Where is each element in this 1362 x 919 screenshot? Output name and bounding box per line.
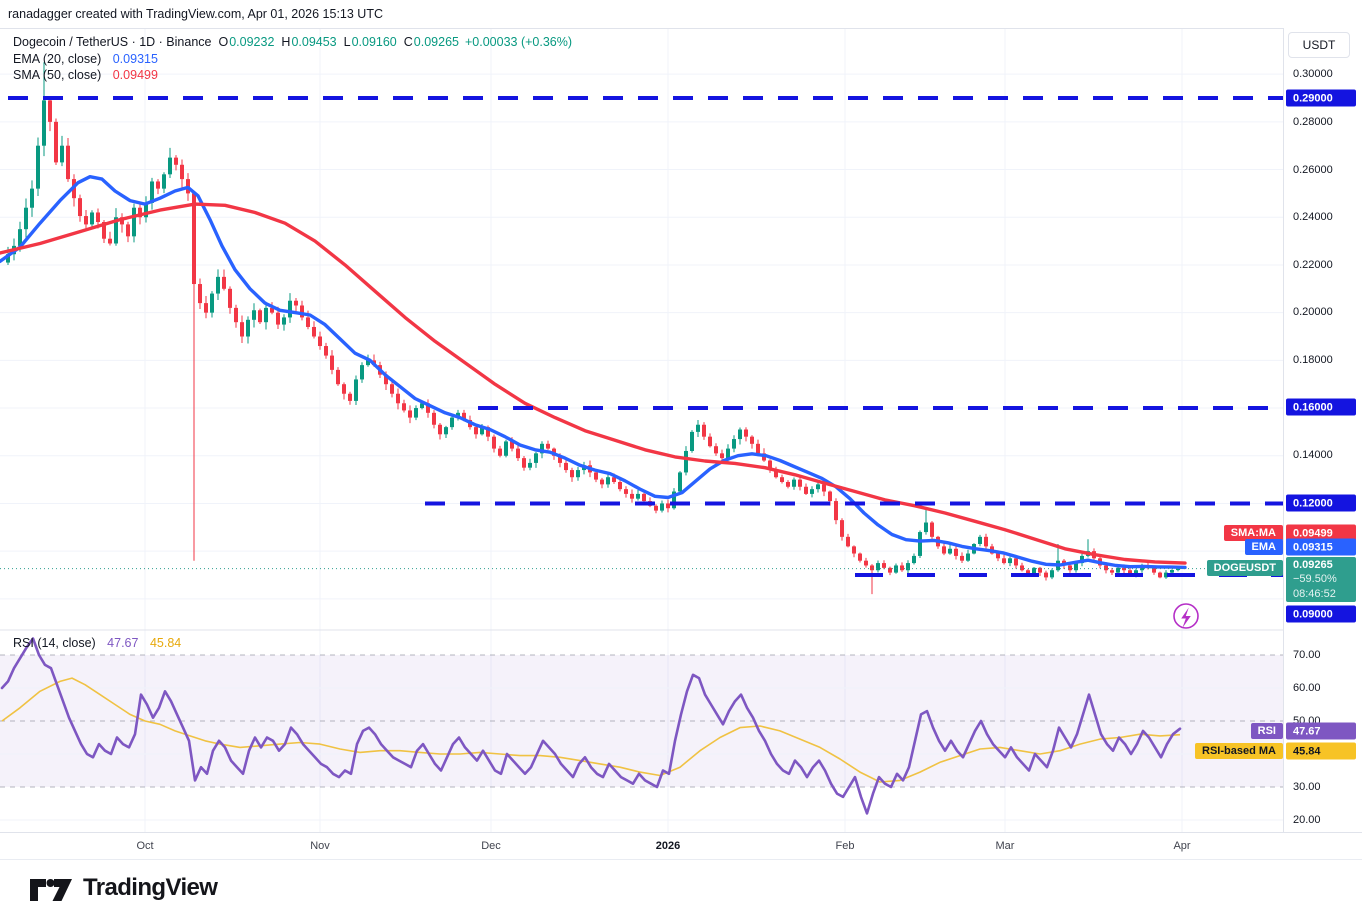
time-axis[interactable]: Oct Nov Dec 2026 Feb Mar Apr <box>0 832 1362 860</box>
axis-tick-label: 0.18000 <box>1293 354 1333 366</box>
axis-tick-label: 0.22000 <box>1293 259 1333 271</box>
sma-row: SMA (50, close) 0.09499 <box>13 67 572 84</box>
time-axis-label: Feb <box>835 840 855 852</box>
rsi-line <box>0 637 1182 815</box>
sma-params: (50, close) <box>42 68 102 82</box>
symbol-title[interactable]: Dogecoin / TetherUS · 1D · Binance <box>13 35 212 49</box>
rsi-legend: RSI (14, close) 47.67 45.84 <box>13 636 181 650</box>
time-axis-label: Nov <box>310 840 330 852</box>
axis-tick-label: 0.24000 <box>1293 211 1333 223</box>
ema-row: EMA (20, close) 0.09315 <box>13 51 572 68</box>
last-price-countdown-block: 0.09265 −59.50% 08:46:52 <box>1286 557 1356 602</box>
close-label: C <box>403 35 413 49</box>
high-label: H <box>281 35 291 49</box>
symbol-row: Dogecoin / TetherUS · 1D · Binance O0.092… <box>13 34 572 51</box>
time-axis-label: Apr <box>1173 840 1191 852</box>
price-label-chip: 0.09000 <box>1286 605 1356 623</box>
low-value: 0.09160 <box>351 35 397 49</box>
axis-tick-label: 0.20000 <box>1293 306 1333 318</box>
open-label: O <box>218 35 229 49</box>
ema-line <box>0 174 1187 570</box>
axis-tick-label: 30.00 <box>1293 781 1321 793</box>
symbol-legend: Dogecoin / TetherUS · 1D · Binance O0.092… <box>13 34 572 84</box>
price-axis[interactable]: USDT 0.30000 0.29000 0.28000 0.26000 0.24000… <box>1283 28 1362 858</box>
price-label-chip: 0.29000 <box>1286 89 1356 107</box>
ema-name[interactable]: EMA <box>13 51 40 66</box>
price-label-chip: 45.84 <box>1286 742 1356 760</box>
ema-value: 0.09315 <box>112 51 158 66</box>
axis-tick-label: 0.28000 <box>1293 116 1333 128</box>
price-label-chip: 47.67 <box>1286 722 1356 740</box>
time-axis-label: Oct <box>136 840 154 852</box>
rsi-panel <box>0 654 1283 821</box>
rsi-value: 47.67 <box>107 636 139 650</box>
rsi-name[interactable]: RSI <box>13 636 34 650</box>
rsi-ma-line <box>1 677 1181 783</box>
price-label-chip: 0.09315 <box>1286 538 1356 556</box>
time-axis-label: Mar <box>995 840 1015 852</box>
time-axis-label: 2026 <box>655 840 681 852</box>
sma-value: 0.09499 <box>112 68 158 82</box>
chart-top-border <box>0 28 1362 29</box>
time-axis-label: Dec <box>481 840 501 852</box>
candles-layer <box>6 62 1180 595</box>
open-value: 0.09232 <box>229 35 275 49</box>
close-value: 0.09265 <box>413 35 459 49</box>
tradingview-logo-icon <box>30 879 72 901</box>
chart-canvas[interactable] <box>0 28 1283 858</box>
axis-tick-label: 20.00 <box>1293 814 1321 826</box>
rsi-ma-value: 45.84 <box>149 636 182 650</box>
lightning-icon[interactable] <box>1173 603 1199 629</box>
tradingview-logo-text: TradingView <box>83 874 218 901</box>
low-label: L <box>343 35 351 49</box>
axis-tick-label: 70.00 <box>1293 649 1321 661</box>
rsi-params: (14, close) <box>37 636 96 650</box>
sma-line <box>0 202 1187 565</box>
currency-toggle-button[interactable]: USDT <box>1288 32 1350 58</box>
price-label-chip: 0.16000 <box>1286 398 1356 416</box>
high-value: 0.09453 <box>291 35 337 49</box>
sma-name[interactable]: SMA <box>13 68 40 82</box>
ema-params: (20, close) <box>42 51 102 66</box>
price-label-chip: 0.12000 <box>1286 494 1356 512</box>
change-value: +0.00033 (+0.36%) <box>464 35 573 49</box>
footer-logo[interactable]: TradingView <box>28 871 218 905</box>
axis-tick-label: 0.30000 <box>1293 68 1333 80</box>
axis-tick-label: 60.00 <box>1293 682 1321 694</box>
attribution-text: ranadagger created with TradingView.com,… <box>8 7 383 21</box>
axis-tick-label: 0.14000 <box>1293 449 1333 461</box>
price-label-chip: 0.09499 <box>1286 524 1356 542</box>
axis-tick-label: 0.26000 <box>1293 164 1333 176</box>
